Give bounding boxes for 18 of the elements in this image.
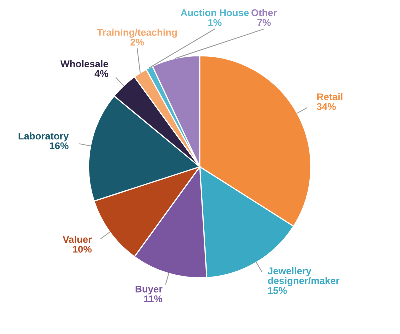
slice-label: Retail: [317, 93, 343, 100]
slice-label: Training/teaching: [97, 28, 178, 38]
slice-label: Wholesale: [60, 60, 108, 68]
data-label: 16%: [50, 142, 69, 150]
slice-label: Other: [252, 9, 278, 16]
slice-label: Jewellery designer/maker: [268, 267, 340, 286]
slice-label: Buyer: [136, 286, 163, 295]
data-label: 2%: [130, 38, 144, 46]
data-label: 11%: [144, 296, 163, 303]
data-label: 7%: [258, 19, 272, 26]
data-label: 15%: [268, 287, 288, 294]
slice-label: Auction House: [180, 9, 249, 16]
data-label: 4%: [94, 70, 108, 78]
slice-label: Laboratory: [18, 132, 69, 142]
slice-label: Valuer: [63, 236, 92, 244]
data-label: 34%: [317, 103, 336, 110]
data-label: 10%: [73, 246, 92, 253]
data-label: 1%: [208, 19, 222, 26]
